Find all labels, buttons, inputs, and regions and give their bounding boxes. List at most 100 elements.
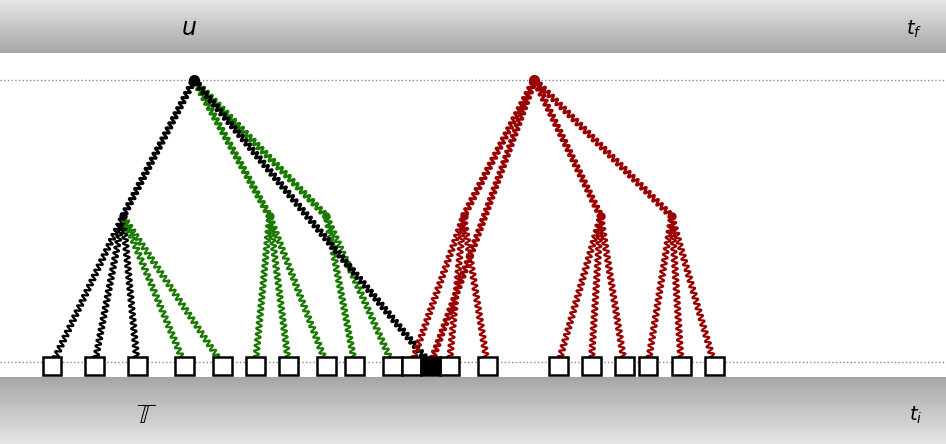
Bar (0, 390, 946, 391)
Bar (0, 380, 946, 381)
Text: $t_i$: $t_i$ (909, 404, 922, 426)
Text: $t_f$: $t_f$ (906, 18, 922, 40)
Bar (0, 47, 946, 48)
Bar (0, 41, 946, 42)
Bar (0, 46, 946, 47)
Bar (0, 408, 946, 409)
Bar (345, 357, 364, 376)
Bar (0, 27, 946, 28)
Bar (0, 17, 946, 18)
Bar (478, 357, 497, 376)
Bar (0, 30, 946, 31)
Bar (0, 13, 946, 14)
Bar (0, 429, 946, 430)
Bar (0, 19, 946, 20)
Bar (0, 440, 946, 441)
Bar (0, 388, 946, 389)
Bar (672, 357, 691, 376)
Bar (0, 5, 946, 6)
Bar (0, 426, 946, 427)
Bar (0, 394, 946, 395)
Bar (639, 357, 657, 376)
Bar (0, 6, 946, 7)
Bar (0, 398, 946, 399)
Bar (279, 357, 298, 376)
Bar (0, 433, 946, 434)
Bar (0, 406, 946, 407)
Bar (0, 34, 946, 35)
Bar (0, 21, 946, 22)
Bar (0, 8, 946, 9)
Bar (402, 357, 421, 376)
Bar (0, 425, 946, 426)
Bar (0, 382, 946, 383)
Bar (0, 387, 946, 388)
Bar (0, 379, 946, 380)
Bar (0, 409, 946, 410)
Bar (0, 39, 946, 40)
Bar (0, 399, 946, 400)
Bar (0, 383, 946, 384)
Bar (0, 443, 946, 444)
Bar (582, 357, 601, 376)
Text: $\mathbb{T}$: $\mathbb{T}$ (136, 401, 157, 429)
Bar (0, 9, 946, 10)
Bar (0, 436, 946, 437)
Bar (440, 357, 459, 376)
Bar (0, 420, 946, 421)
Bar (128, 357, 147, 376)
Bar (0, 403, 946, 404)
Bar (0, 33, 946, 34)
Bar (0, 392, 946, 393)
Bar (0, 427, 946, 428)
Bar (0, 442, 946, 443)
Bar (0, 385, 946, 386)
Bar (0, 50, 946, 51)
Bar (0, 415, 946, 416)
Bar (43, 357, 61, 376)
Bar (85, 357, 104, 376)
Bar (0, 414, 946, 415)
Bar (0, 441, 946, 442)
Bar (0, 45, 946, 46)
Bar (0, 31, 946, 32)
Bar (549, 357, 568, 376)
Bar (0, 381, 946, 382)
Bar (0, 32, 946, 33)
Bar (0, 383, 946, 384)
Bar (0, 405, 946, 406)
Bar (0, 1, 946, 2)
Bar (0, 4, 946, 5)
Bar (0, 2, 946, 3)
Bar (0, 432, 946, 433)
Bar (0, 48, 946, 49)
Bar (0, 416, 946, 417)
Bar (0, 44, 946, 45)
Bar (0, 15, 946, 16)
Bar (0, 384, 946, 385)
Bar (0, 430, 946, 431)
Bar (383, 357, 402, 376)
Bar (0, 423, 946, 424)
Bar (0, 424, 946, 425)
Bar (0, 38, 946, 39)
Bar (0, 400, 946, 401)
Bar (0, 411, 946, 412)
Bar (0, 396, 946, 397)
Bar (0, 10, 946, 11)
Bar (0, 395, 946, 396)
Bar (0, 40, 946, 41)
Bar (0, 52, 946, 53)
Bar (0, 404, 946, 405)
Bar (0, 389, 946, 390)
Bar (0, 438, 946, 439)
Bar (0, 12, 946, 13)
Bar (0, 434, 946, 435)
Bar (0, 37, 946, 38)
Bar (0, 25, 946, 26)
Bar (0, 35, 946, 36)
Bar (0, 386, 946, 387)
Bar (615, 357, 634, 376)
Bar (0, 412, 946, 413)
Bar (246, 357, 265, 376)
